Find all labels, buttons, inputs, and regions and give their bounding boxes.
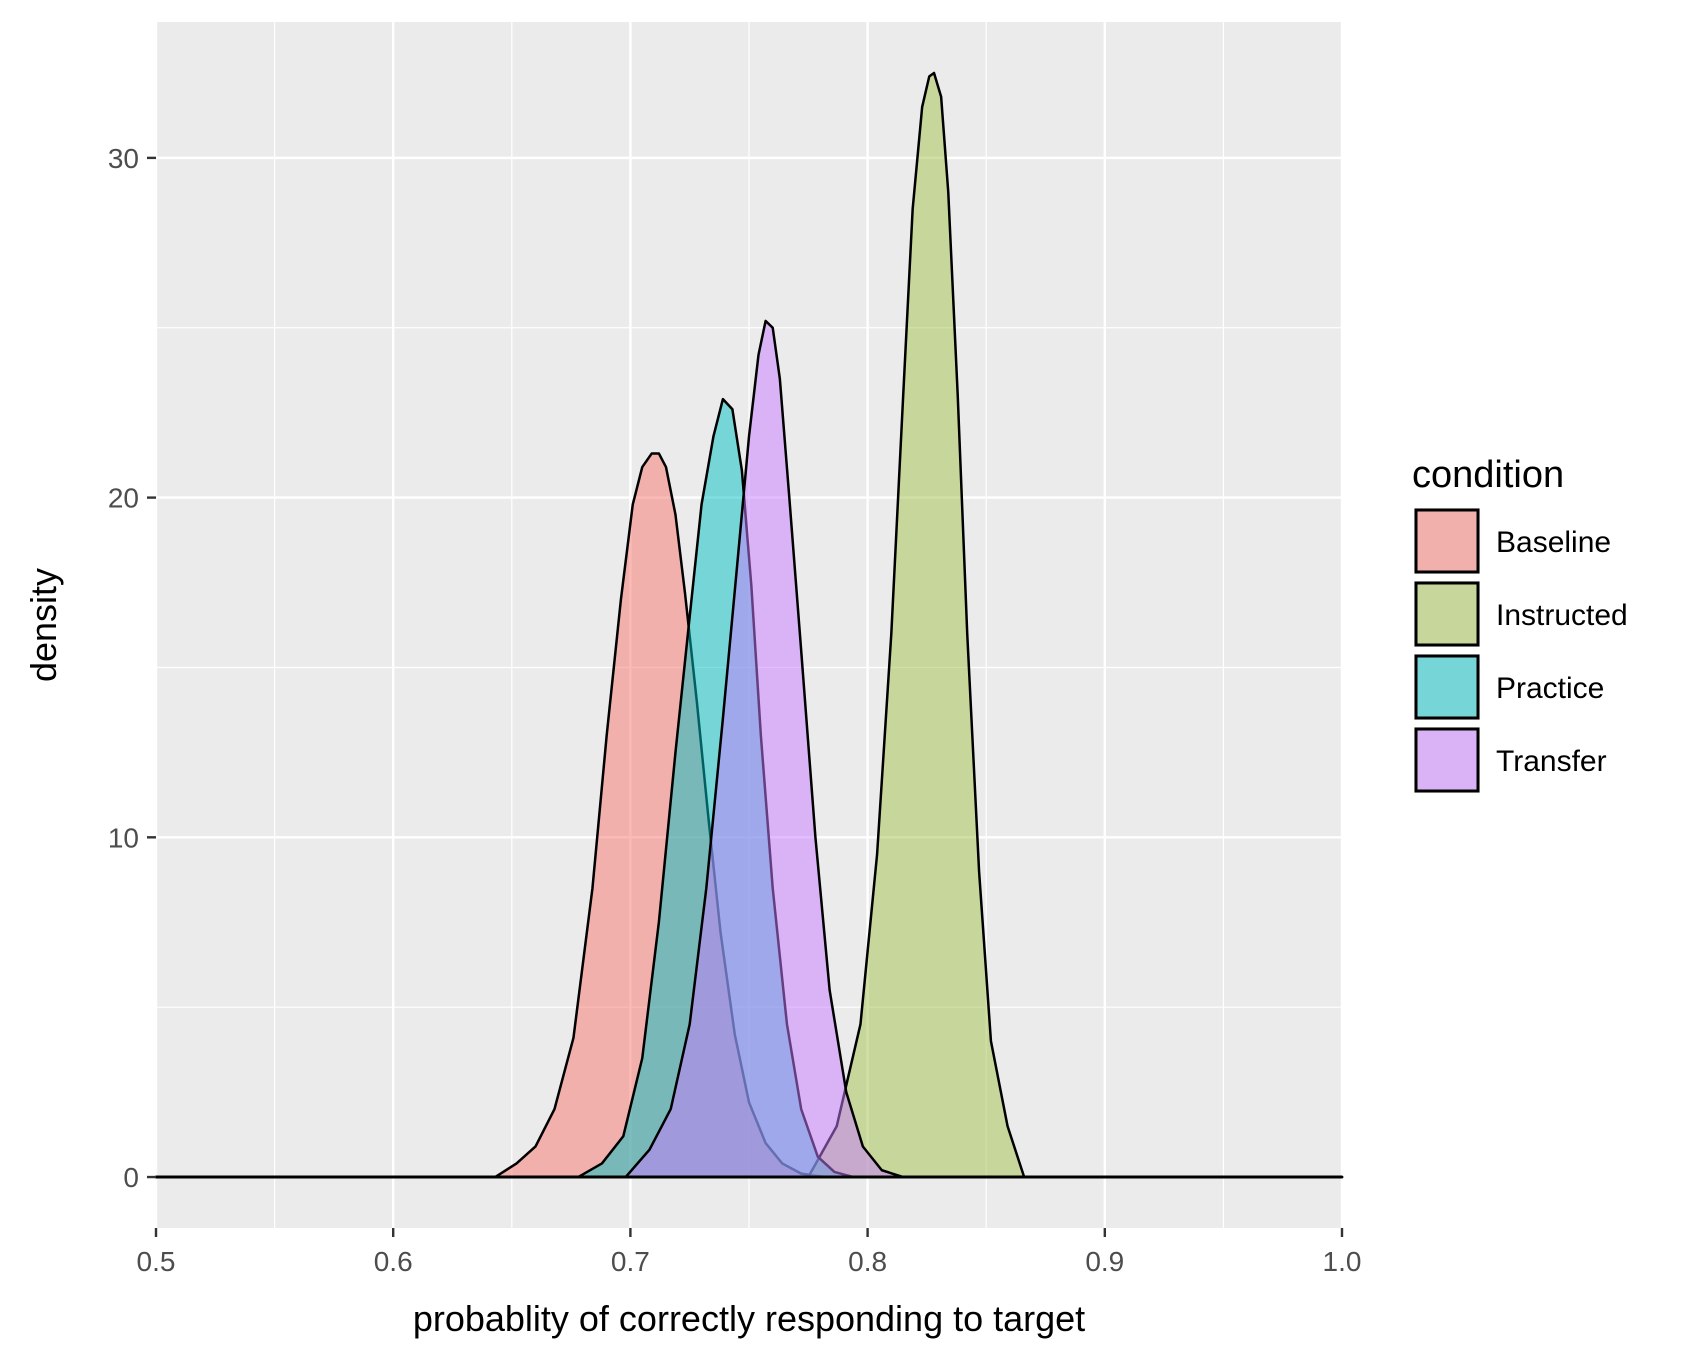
legend-title: condition bbox=[1412, 454, 1564, 496]
legend-item-baseline: Baseline bbox=[1414, 508, 1611, 574]
legend-label: Practice bbox=[1496, 672, 1604, 705]
x-tick-label: 0.9 bbox=[1085, 1246, 1124, 1277]
y-tick-label: 0 bbox=[123, 1162, 139, 1193]
x-tick-label: 0.8 bbox=[848, 1246, 887, 1277]
x-tick-label: 0.6 bbox=[374, 1246, 413, 1277]
density-area-instructed bbox=[154, 71, 1344, 1179]
legend-label: Baseline bbox=[1496, 526, 1611, 559]
legend-swatch bbox=[1414, 727, 1480, 793]
density-areas bbox=[154, 71, 1344, 1179]
x-axis: 0.5 0.6 0.7 0.8 0.9 1.0 bbox=[137, 1228, 1362, 1277]
legend-item-instructed: Instructed bbox=[1414, 581, 1628, 647]
legend-swatch bbox=[1414, 654, 1480, 720]
y-axis: 0 10 20 30 bbox=[108, 143, 156, 1193]
y-tick-label: 10 bbox=[108, 822, 139, 853]
legend-item-transfer: Transfer bbox=[1414, 727, 1607, 793]
legend-label: Instructed bbox=[1496, 599, 1628, 632]
legend-swatch bbox=[1414, 508, 1480, 574]
x-tick-label: 0.5 bbox=[137, 1246, 176, 1277]
y-tick-label: 20 bbox=[108, 483, 139, 514]
y-axis-title: density bbox=[23, 568, 64, 682]
legend: condition Baseline Instructed Practice Tran… bbox=[1412, 454, 1628, 793]
x-tick-label: 1.0 bbox=[1323, 1246, 1362, 1277]
density-area-transfer bbox=[154, 319, 1344, 1179]
legend-swatch bbox=[1414, 581, 1480, 647]
legend-items: Baseline Instructed Practice Transfer bbox=[1414, 508, 1628, 793]
x-tick-label: 0.7 bbox=[611, 1246, 650, 1277]
x-axis-title: probablity of correctly responding to ta… bbox=[413, 1298, 1085, 1339]
y-tick-label: 30 bbox=[108, 143, 139, 174]
legend-item-practice: Practice bbox=[1414, 654, 1604, 720]
legend-label: Transfer bbox=[1496, 745, 1607, 778]
